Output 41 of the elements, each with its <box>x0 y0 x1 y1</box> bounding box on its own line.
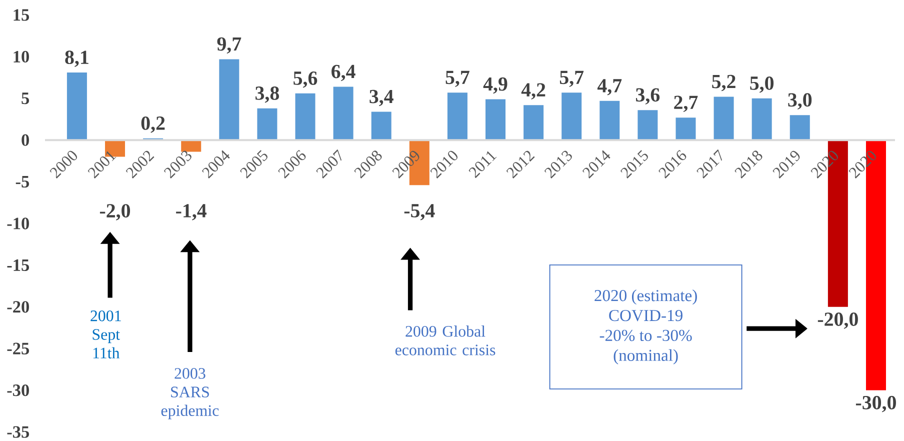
annotation: (nominal) <box>614 349 678 364</box>
annotation: 2009 Global economic crisis <box>395 326 496 356</box>
annotation: 2003 SARS epidemic <box>161 368 219 420</box>
data-label: 8,1 <box>65 50 88 67</box>
data-label: 2,7 <box>674 96 698 112</box>
annotation: COVID-19 <box>609 310 682 322</box>
x-tick-label: 2011 <box>468 151 497 178</box>
y-tick-label: -25 <box>7 342 30 354</box>
data-label: 5,0 <box>750 76 774 93</box>
data-label: 9,7 <box>217 37 242 54</box>
data-label: 5,6 <box>294 72 318 88</box>
y-tick-label: -30 <box>7 384 29 396</box>
y-tick-label: 10 <box>14 50 29 63</box>
data-label: 6,4 <box>332 64 356 82</box>
y-tick-label: 15 <box>14 9 30 21</box>
y-tick-label: -5 <box>16 176 30 188</box>
data-label: 5,7 <box>560 70 584 87</box>
y-tick-label: 0 <box>22 134 29 146</box>
data-label: 3,6 <box>636 88 660 104</box>
y-tick-label: -35 <box>7 426 30 438</box>
data-label: 3,4 <box>370 90 394 106</box>
y-tick-label: -15 <box>7 259 30 271</box>
data-label: 4,2 <box>521 83 546 100</box>
data-label: 3,0 <box>788 93 812 110</box>
y-tick-label: -20 <box>7 301 29 313</box>
data-label: 3,8 <box>256 86 279 103</box>
annotation: 2001 Sept 11th <box>90 310 121 358</box>
data-label: -20,0 <box>818 312 858 329</box>
data-label: -1,4 <box>176 204 206 220</box>
data-label: 0,2 <box>141 116 165 133</box>
data-label: -30,0 <box>856 396 896 412</box>
y-tick-label: -10 <box>7 218 29 230</box>
data-label: 4,7 <box>597 79 622 96</box>
data-label: 5,2 <box>712 74 736 92</box>
y-tick-label: 5 <box>22 92 30 104</box>
annotation: 2020 (estimate) <box>594 290 697 305</box>
data-label: -5,4 <box>404 204 435 220</box>
data-label: -2,0 <box>100 204 130 220</box>
data-label: 5,7 <box>446 70 470 87</box>
data-label: 4,9 <box>483 77 508 94</box>
annotation: -20% to -30% <box>600 330 692 342</box>
